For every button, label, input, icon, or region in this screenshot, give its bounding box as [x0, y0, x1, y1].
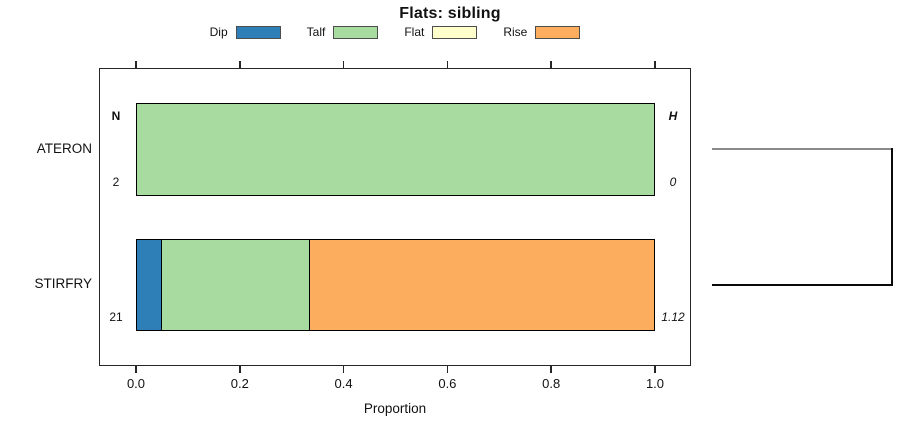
row-label-ateron: ATERON [36, 140, 92, 156]
h-value: 0 [669, 175, 677, 189]
row-label-stirfry: STIRFRY [34, 276, 92, 291]
x-axis-tick-bottom [135, 366, 137, 373]
legend-item-flat: Flat [404, 25, 478, 39]
x-axis-tick-top [342, 61, 345, 68]
dendrogram-link-bottom [712, 284, 893, 287]
n-value: 2 [112, 175, 120, 189]
segment-talf [161, 240, 310, 330]
legend-item-dip: Dip [210, 25, 281, 39]
n-column-header: N [111, 109, 121, 123]
h-value: 1.12 [661, 310, 685, 324]
legend-item-rise: Rise [503, 25, 581, 39]
x-axis-tick-bottom [239, 366, 241, 373]
segment-rise [309, 240, 655, 330]
x-axis-tick-label: 1.0 [645, 376, 665, 391]
legend-swatch-flat [432, 25, 478, 39]
legend-label: Rise [503, 25, 528, 39]
n-value: 21 [109, 310, 123, 324]
legend-label: Dip [209, 25, 228, 39]
x-axis-tick-top [654, 61, 656, 68]
legend-label: Talf [306, 25, 326, 39]
dendrogram-link-top [712, 148, 893, 150]
x-axis-tick-top [446, 61, 449, 68]
dendrogram-link-vertical [891, 148, 894, 286]
legend: Dip Talf Flat Rise [99, 23, 691, 41]
segment-talf [137, 104, 654, 195]
x-axis-tick-bottom [342, 366, 345, 373]
x-axis-tick-label: 0.4 [334, 376, 353, 391]
x-axis-tick-top [239, 61, 241, 68]
x-axis-label: Proportion [363, 401, 427, 416]
x-axis-tick-bottom [550, 366, 552, 373]
x-axis-tick-bottom [654, 366, 656, 373]
x-axis-tick-top [135, 61, 137, 68]
x-axis-tick-label: 0.6 [438, 376, 457, 391]
bar-ateron [136, 103, 655, 196]
h-column-header: H [668, 109, 678, 123]
segment-dip [137, 240, 162, 330]
x-axis-tick-label: 0.2 [230, 376, 249, 391]
legend-swatch-talf [333, 25, 379, 39]
x-axis-tick-label: 0.0 [126, 376, 146, 391]
legend-item-talf: Talf [307, 25, 379, 39]
chart-title: Flats: sibling [399, 5, 501, 22]
x-axis-tick-bottom [446, 366, 449, 373]
legend-swatch-dip [235, 25, 281, 39]
x-axis-tick-top [550, 61, 552, 68]
legend-label: Flat [404, 25, 425, 39]
legend-swatch-rise [535, 25, 581, 39]
bar-stirfry [136, 239, 655, 331]
x-axis-tick-label: 0.8 [542, 376, 561, 391]
